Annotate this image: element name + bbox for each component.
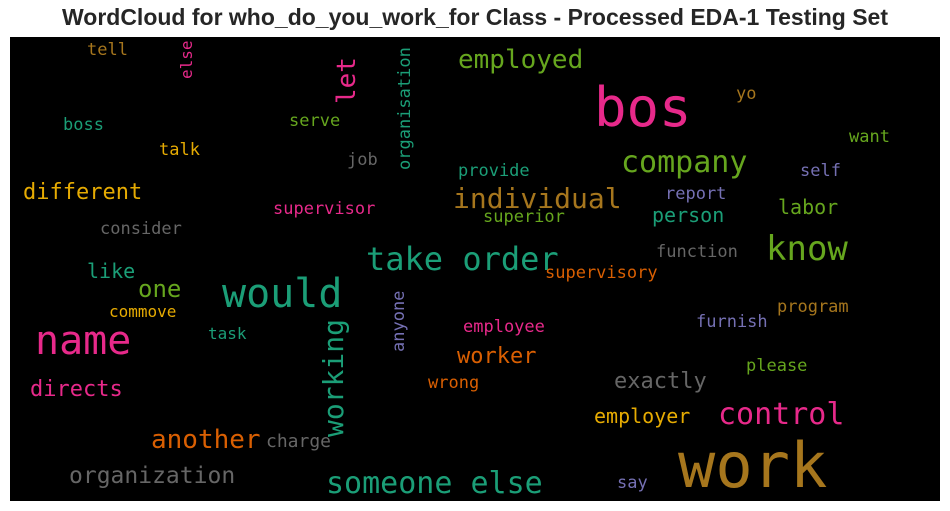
word-know: know [766,229,848,269]
word-work: work [678,429,828,501]
word-employee: employee [463,317,545,337]
word-cloud-panel: work bos would name take order know company som… [10,37,940,501]
word-supervisor: supervisor [273,199,376,219]
word-report: report [665,184,727,204]
word-like: like [87,259,136,283]
word-superior: superior [483,207,565,227]
word-charge: charge [266,431,332,452]
word-employer: employer [594,404,691,428]
word-organization: organization [69,463,236,489]
word-another: another [151,425,261,455]
word-provide: provide [458,161,530,181]
word-different: different [23,180,143,205]
word-furnish: furnish [696,312,768,332]
word-supervisory: supervisory [545,263,658,283]
word-person: person [652,203,725,227]
word-wrong: wrong [428,373,480,393]
word-yo: yo [736,84,757,104]
word-take-order: take order [366,240,559,278]
word-task: task [208,324,247,343]
word-company: company [621,145,748,180]
word-anyone: anyone [389,290,409,352]
chart-title: WordCloud for who_do_you_work_for Class … [61,4,888,30]
word-serve: serve [289,111,341,131]
word-worker: worker [457,344,537,369]
word-talk: talk [159,140,200,160]
word-tell: tell [87,40,128,60]
word-control: control [718,397,845,432]
word-boss: boss [63,115,104,135]
word-let: let [332,57,362,104]
word-function: function [656,242,738,262]
word-commove: commove [109,302,177,321]
word-one: one [138,275,182,303]
word-program: program [777,297,849,317]
word-would: would [222,271,343,317]
word-working: working [317,318,350,437]
word-labor: labor [778,195,839,219]
word-say: say [617,473,648,493]
word-self: self [800,161,841,181]
word-else: else [177,40,196,79]
word-someone-else: someone else [326,466,543,501]
word-exactly: exactly [614,369,707,394]
word-organisation: organisation [395,47,415,170]
word-bos: bos [594,76,692,139]
word-name: name [35,318,132,364]
word-individual: individual [453,182,622,215]
word-job: job [347,150,378,170]
word-consider: consider [100,219,182,239]
word-please: please [746,356,808,376]
word-employed: employed [458,45,584,75]
word-directs: directs [30,377,123,402]
word-want: want [849,127,890,147]
